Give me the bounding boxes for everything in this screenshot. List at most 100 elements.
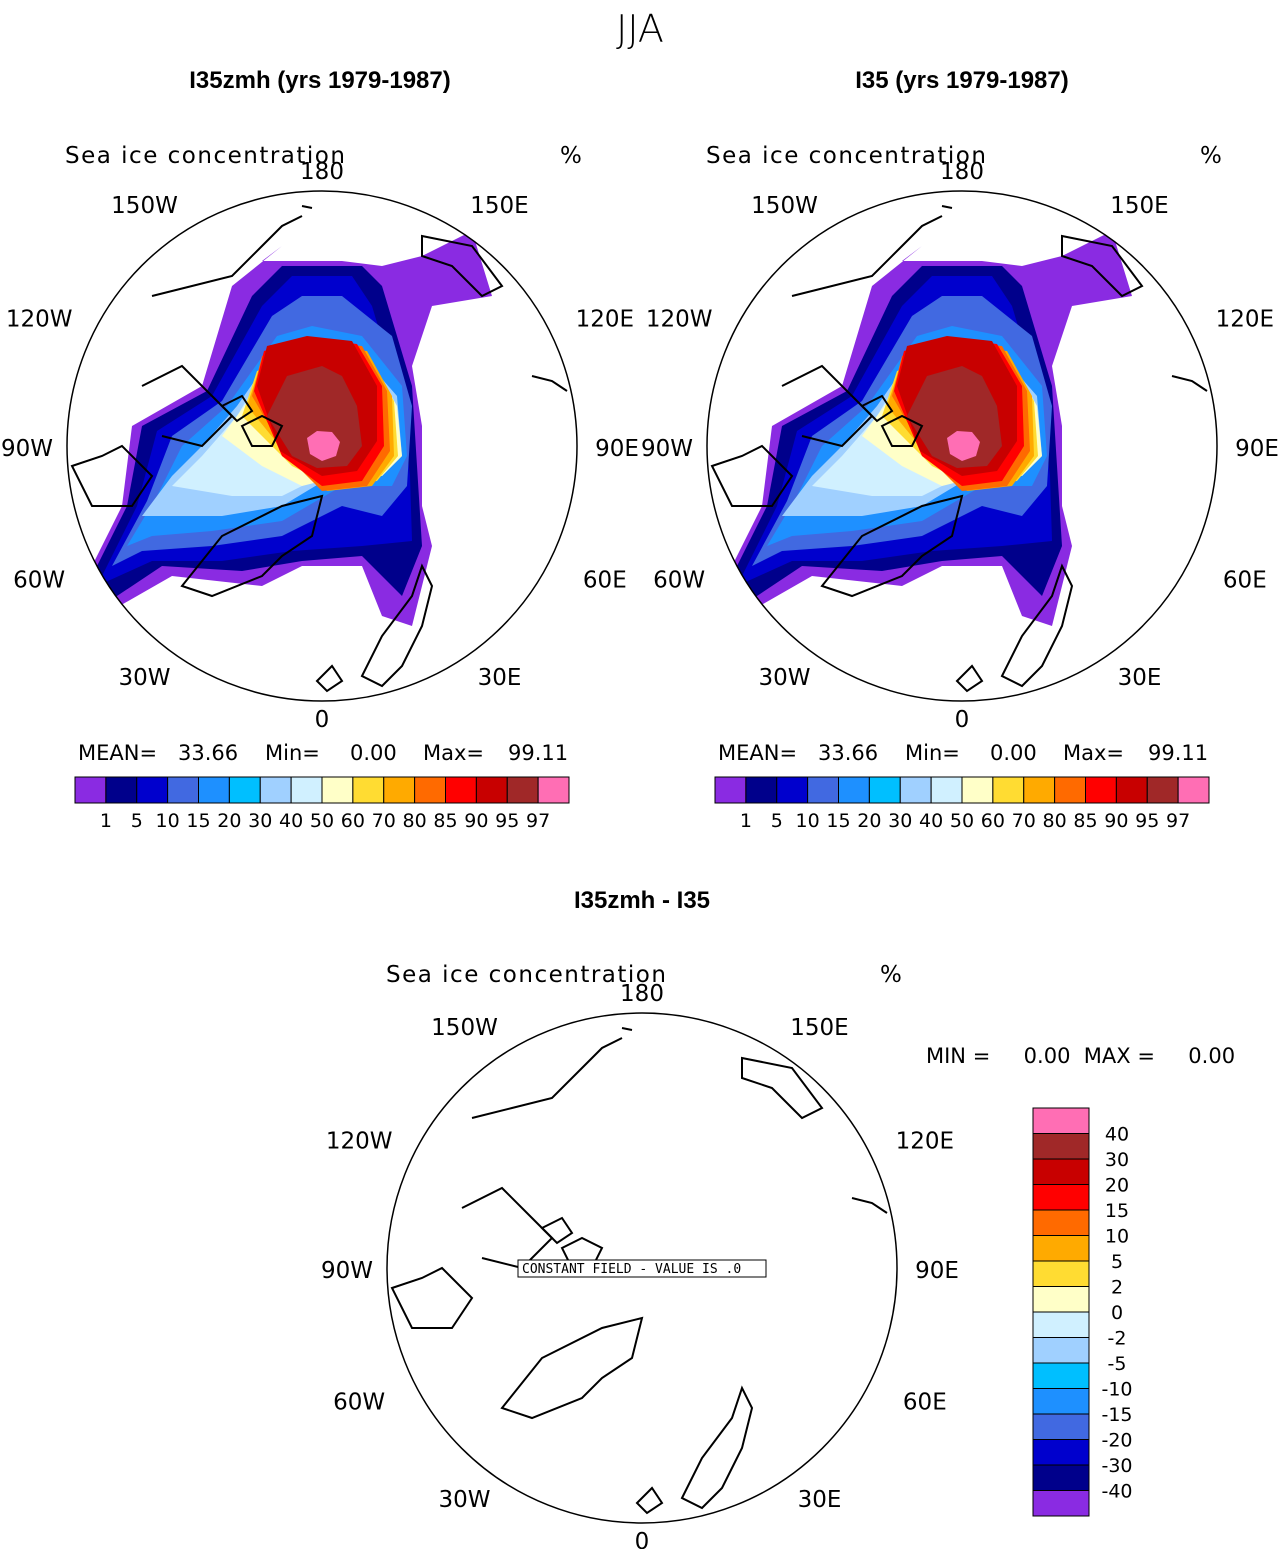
colorbar-tick-label: 5 [1111, 1251, 1123, 1273]
colorbar-swatch [105, 776, 138, 804]
ice-map [711, 205, 1208, 692]
longitude-labels: 180 150E 120E 90E 60E 30E 0 30W 60W 90W 120W 150W [321, 981, 959, 1549]
main-title: JJA [616, 7, 664, 51]
colorbar-tick-label: 80 [403, 810, 427, 832]
colorbar-tick-label: 95 [1135, 810, 1159, 832]
colorbar-tick-label: -30 [1101, 1455, 1132, 1477]
panel-difference: I35zmh - I35 Sea ice concentration % 180… [321, 887, 1235, 1549]
colorbar-tick-label: 1 [740, 810, 752, 832]
colorbar-swatch [1032, 1311, 1090, 1338]
colorbar-tick-label: 90 [1104, 810, 1128, 832]
colorbar-swatch [899, 776, 932, 804]
colorbar-tick-label: 20 [1105, 1175, 1129, 1197]
mean-value: 33.66 [178, 741, 238, 765]
colorbar: 1 5 10 15 20 30 40 50 60 70 80 85 90 95 97 [74, 776, 570, 832]
colorbar-swatch [930, 776, 963, 804]
colorbar-tick-label: 30 [888, 810, 912, 832]
constant-field-box [517, 1259, 767, 1278]
colorbar-swatch [445, 776, 477, 804]
colorbar-swatch [290, 776, 323, 804]
panel-title: I35zmh - I35 [574, 887, 710, 914]
colorbar-swatch [745, 776, 778, 804]
colorbar-swatch [228, 776, 261, 804]
lon-label: 60E [583, 568, 627, 594]
longitude-labels: 180 150E 120E 90E 60E 30E 0 30W 60W 90W 120W 150W [1, 159, 639, 733]
lon-label: 120W [646, 307, 713, 333]
colorbar-swatch [1032, 1413, 1090, 1440]
longitude-labels: 180 150E 120E 90E 60E 30E 0 30W 60W 90W 120W 150W [641, 159, 1279, 733]
colorbar-swatch [74, 776, 107, 804]
lon-label: 150W [751, 193, 818, 219]
colorbar-swatch [167, 776, 199, 804]
colorbar-swatch [992, 776, 1025, 804]
lon-label: 30E [798, 1487, 842, 1513]
colorbar-tick-label: -5 [1108, 1353, 1127, 1375]
lon-label: 90W [321, 1258, 373, 1284]
colorbar-swatch [321, 776, 354, 804]
colorbar-swatch [868, 776, 901, 804]
lon-label: 0 [635, 1529, 650, 1549]
colorbar-tick-label: 97 [1166, 810, 1190, 832]
colorbar-tick-label: 1 [100, 810, 112, 832]
colorbar-tick-label: 10 [1105, 1226, 1129, 1248]
colorbar-tick-label: 30 [1105, 1149, 1129, 1171]
min-max-label: MIN = 0.00 MAX = 0.00 [926, 1044, 1235, 1068]
colorbar-swatch [1032, 1209, 1090, 1236]
max-label: Max= [423, 741, 484, 765]
colorbar-swatch [807, 776, 839, 804]
ice-map [71, 205, 568, 692]
colorbar-tick-label: 20 [217, 810, 241, 832]
colorbar-tick-label: -15 [1101, 1404, 1132, 1426]
stats-line: MEAN= 33.66 Min= 0.00 Max= 99.11 [718, 741, 1208, 765]
panel-right: I35 (yrs 1979-1987) Sea ice concentratio… [641, 67, 1279, 832]
lon-label: 120E [576, 307, 634, 333]
lon-label: 0 [315, 707, 330, 733]
lon-label: 30E [1118, 665, 1162, 691]
colorbar-swatch [1032, 1158, 1090, 1185]
colorbar-tick-label: 15 [826, 810, 850, 832]
colorbar-tick-label: 85 [433, 810, 457, 832]
colorbar-tick-label: 80 [1043, 810, 1067, 832]
colorbar-swatch [136, 776, 169, 804]
colorbar-tick-label: 85 [1073, 810, 1097, 832]
panel-title: I35 (yrs 1979-1987) [855, 67, 1069, 94]
colorbar-swatch [1146, 776, 1179, 804]
max-value: 99.11 [1148, 741, 1208, 765]
lon-label: 120W [326, 1129, 393, 1155]
colorbar-tick-label: 70 [1012, 810, 1036, 832]
lon-label: 30W [758, 665, 810, 691]
colorbar-tick-label: 40 [279, 810, 303, 832]
colorbar-swatch [1032, 1133, 1090, 1160]
units-label: % [1200, 143, 1222, 169]
lon-label: 90E [915, 1258, 959, 1284]
mean-value: 33.66 [818, 741, 878, 765]
colorbar-swatch [475, 776, 508, 804]
colorbar-swatch [1032, 1286, 1090, 1313]
colorbar-swatch [1054, 776, 1086, 804]
lon-label: 90E [1235, 436, 1279, 462]
units-label: % [560, 143, 582, 169]
colorbar-swatch [1032, 1107, 1090, 1134]
lon-label: 150E [470, 193, 528, 219]
max-label: Max= [1063, 741, 1124, 765]
colorbar-swatch [1032, 1235, 1090, 1262]
lon-label: 60E [1223, 568, 1267, 594]
constant-field-label: CONSTANT FIELD - VALUE IS .0 [522, 1262, 741, 1277]
lon-label: 90E [595, 436, 639, 462]
colorbar-swatch [259, 776, 292, 804]
lon-label: 30W [118, 665, 170, 691]
min-value: 0.00 [350, 741, 397, 765]
lon-label: 90W [641, 436, 693, 462]
colorbar-tick-label: 10 [796, 810, 820, 832]
lon-label: 120E [896, 1129, 954, 1155]
lon-label: 0 [955, 707, 970, 733]
variable-label: Sea ice concentration [65, 143, 346, 169]
lon-label: 90W [1, 436, 53, 462]
variable-label: Sea ice concentration [706, 143, 987, 169]
colorbar-tick-label: 30 [248, 810, 272, 832]
lon-label: 60W [333, 1390, 385, 1416]
colorbar-tick-label: -40 [1101, 1481, 1132, 1503]
lon-label: 150E [1110, 193, 1168, 219]
